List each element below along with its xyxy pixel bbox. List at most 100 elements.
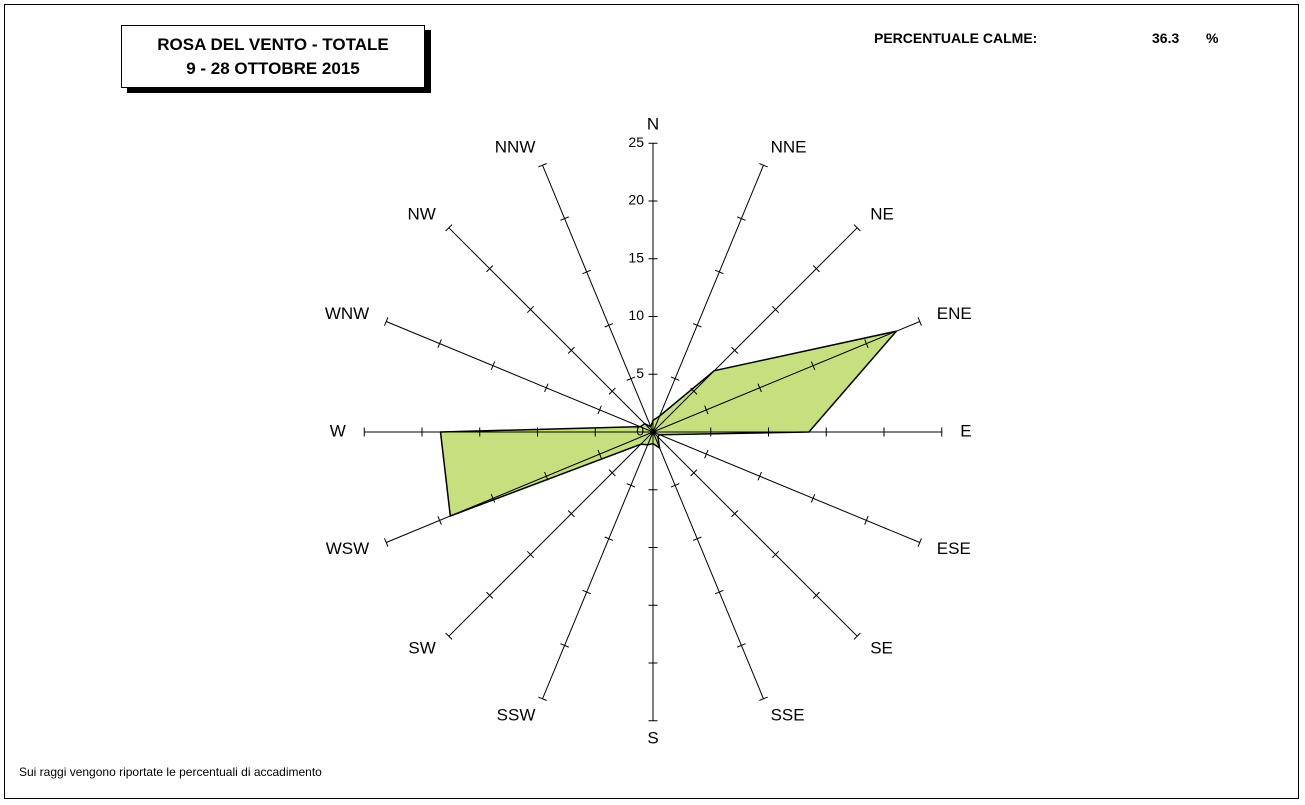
axis-tick bbox=[384, 538, 389, 547]
direction-label-ese: ESE bbox=[937, 539, 971, 558]
axis-tick bbox=[690, 387, 698, 395]
calm-percentage-value: 36.3 bbox=[1152, 30, 1180, 46]
direction-label-wsw: WSW bbox=[326, 539, 369, 558]
axis-sw bbox=[448, 431, 654, 637]
chart-title-box: ROSA DEL VENTO - TOTALE 9 - 28 OTTOBRE 2… bbox=[121, 25, 425, 88]
axis-tick bbox=[604, 536, 614, 541]
axis-tick bbox=[544, 471, 549, 481]
calm-percentage-unit: % bbox=[1206, 30, 1219, 46]
axis-ssw bbox=[542, 431, 654, 699]
axis-tick bbox=[759, 696, 768, 701]
axis-tick bbox=[597, 405, 602, 415]
axis-tick bbox=[917, 317, 922, 326]
axis-tick bbox=[757, 383, 762, 393]
chart-title: ROSA DEL VENTO - TOTALE bbox=[157, 34, 389, 54]
axis-tick bbox=[812, 265, 820, 273]
axis-nne bbox=[652, 165, 764, 433]
axis-tick bbox=[704, 449, 709, 459]
direction-label-e: E bbox=[960, 421, 971, 440]
axis-tick bbox=[486, 591, 494, 599]
axis-tick bbox=[670, 483, 680, 488]
axis-tick bbox=[759, 163, 768, 168]
axis-tick bbox=[560, 216, 569, 221]
axis-tick bbox=[560, 643, 569, 648]
axis-tick bbox=[810, 493, 816, 503]
axis-tick bbox=[757, 471, 762, 481]
direction-label-wnw: WNW bbox=[325, 304, 369, 323]
direction-label-n: N bbox=[647, 114, 659, 133]
axis-tick bbox=[582, 269, 592, 275]
axis-tick bbox=[771, 305, 780, 314]
direction-label-nw: NW bbox=[407, 204, 435, 223]
direction-label-ne: NE bbox=[870, 204, 894, 223]
axis-tick bbox=[670, 376, 680, 381]
direction-label-se: SE bbox=[870, 639, 893, 658]
axis-wsw bbox=[386, 431, 654, 543]
axis-nw bbox=[448, 227, 654, 433]
wind-rose-area bbox=[439, 330, 898, 517]
axis-tick bbox=[692, 323, 702, 328]
radial-tick-label: 20 bbox=[628, 192, 644, 208]
axis-tick bbox=[737, 643, 746, 648]
axis-tick bbox=[626, 376, 636, 381]
axis-tick bbox=[567, 346, 575, 354]
axis-nnw bbox=[542, 165, 654, 433]
axis-wnw bbox=[386, 321, 654, 433]
axis-tick bbox=[567, 510, 575, 518]
radial-tick-label: 0 bbox=[636, 423, 644, 439]
axis-tick bbox=[737, 216, 746, 221]
axis-tick bbox=[490, 361, 496, 371]
axis-tick bbox=[626, 483, 636, 488]
footnote: Sui raggi vengono riportate le percentua… bbox=[19, 765, 322, 779]
axis-tick bbox=[864, 339, 869, 348]
axis-tick bbox=[526, 305, 535, 314]
axis-tick bbox=[917, 538, 922, 547]
axis-tick bbox=[526, 550, 535, 559]
axis-tick bbox=[812, 591, 820, 599]
axis-ene bbox=[652, 321, 920, 433]
direction-label-w: W bbox=[330, 421, 346, 440]
axis-tick bbox=[544, 383, 549, 393]
calm-percentage-label: PERCENTUALE CALME: bbox=[874, 30, 1038, 46]
axis-tick bbox=[384, 317, 389, 326]
axis-tick bbox=[692, 536, 702, 541]
axis-ese bbox=[652, 431, 920, 543]
axis-tick bbox=[864, 516, 869, 525]
direction-label-nne: NNE bbox=[771, 138, 807, 157]
axis-tick bbox=[704, 405, 709, 415]
axis-tick bbox=[608, 387, 616, 395]
axis-tick bbox=[490, 493, 496, 503]
chart-frame bbox=[4, 4, 1299, 799]
direction-label-ene: ENE bbox=[937, 304, 972, 323]
axis-tick bbox=[445, 632, 453, 640]
axis-tick bbox=[437, 339, 442, 348]
direction-label-sse: SSE bbox=[771, 705, 805, 724]
axis-tick bbox=[597, 449, 602, 459]
axis-tick bbox=[538, 696, 547, 701]
axis-tick bbox=[714, 269, 724, 275]
radial-tick-label: 25 bbox=[628, 134, 644, 150]
axis-tick bbox=[604, 323, 614, 328]
axis-tick bbox=[731, 346, 739, 354]
axis-sse bbox=[652, 431, 764, 699]
direction-label-nnw: NNW bbox=[495, 138, 536, 157]
axis-tick bbox=[853, 224, 861, 232]
axis-tick bbox=[486, 265, 494, 273]
axis-tick bbox=[731, 510, 739, 518]
radial-tick-label: 5 bbox=[636, 365, 644, 381]
axis-tick bbox=[690, 469, 698, 477]
direction-label-ssw: SSW bbox=[497, 705, 536, 724]
axis-tick bbox=[445, 224, 453, 232]
axis-ne bbox=[652, 227, 858, 433]
axis-tick bbox=[582, 589, 592, 595]
axis-tick bbox=[714, 589, 724, 595]
axis-se bbox=[652, 431, 858, 637]
direction-label-s: S bbox=[647, 729, 658, 748]
axis-tick bbox=[853, 632, 861, 640]
radial-tick-label: 15 bbox=[628, 250, 644, 266]
axis-tick bbox=[810, 361, 816, 371]
axis-tick bbox=[437, 516, 442, 525]
chart-subtitle: 9 - 28 OTTOBRE 2015 bbox=[186, 58, 360, 78]
radial-tick-label: 10 bbox=[628, 307, 644, 323]
